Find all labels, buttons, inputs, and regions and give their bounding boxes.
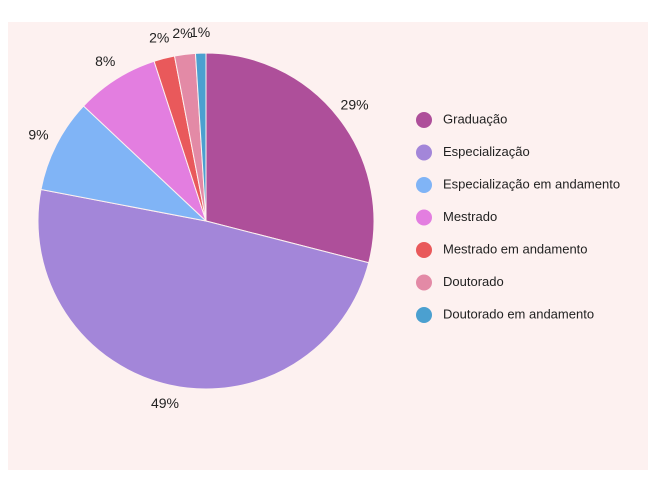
legend-label: Especialização	[443, 144, 530, 159]
legend-label: Graduação	[443, 111, 507, 126]
legend-label: Doutorado	[443, 274, 504, 289]
data-label: 9%	[28, 126, 48, 142]
legend-swatch	[416, 307, 432, 323]
legend-swatch	[416, 209, 432, 226]
legend-label: Mestrado em andamento	[443, 241, 588, 256]
pie-slice	[37, 188, 370, 390]
data-label: 29%	[341, 96, 369, 112]
data-label: 1%	[190, 24, 210, 40]
legend-label: Doutorado em andamento	[443, 306, 594, 321]
legend-swatch	[416, 274, 432, 291]
legend-swatch	[416, 242, 432, 258]
legend-swatch	[416, 144, 432, 161]
pie-slice	[194, 52, 207, 222]
legend-swatch	[416, 177, 432, 193]
legend-label: Mestrado	[443, 209, 497, 224]
data-label: 2%	[149, 30, 169, 46]
legend-swatch	[416, 112, 432, 128]
pie-slice	[205, 52, 375, 264]
legend-label: Especialização em andamento	[443, 176, 620, 191]
data-label: 2%	[172, 25, 192, 41]
data-label: 8%	[95, 53, 115, 69]
data-label: 49%	[151, 395, 179, 411]
pie-slice	[40, 105, 208, 222]
